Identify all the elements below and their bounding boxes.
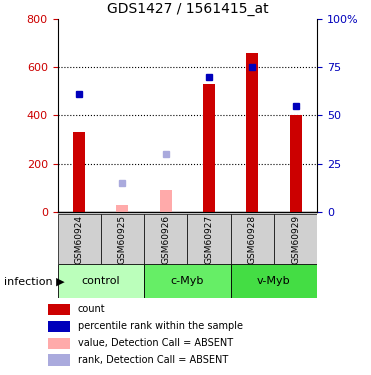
- Text: GSM60925: GSM60925: [118, 214, 127, 264]
- Text: percentile rank within the sample: percentile rank within the sample: [78, 321, 243, 331]
- Bar: [246, 53, 258, 212]
- Text: GSM60928: GSM60928: [248, 214, 257, 264]
- Bar: [160, 190, 172, 212]
- Bar: [231, 264, 317, 298]
- Text: infection ▶: infection ▶: [4, 276, 64, 286]
- Text: count: count: [78, 304, 105, 314]
- Bar: [101, 214, 144, 264]
- Text: GSM60927: GSM60927: [204, 214, 213, 264]
- Bar: [289, 116, 302, 212]
- Bar: [116, 205, 128, 212]
- Text: GSM60924: GSM60924: [75, 214, 83, 264]
- Bar: [144, 264, 231, 298]
- Text: rank, Detection Call = ABSENT: rank, Detection Call = ABSENT: [78, 355, 228, 365]
- Bar: [203, 84, 215, 212]
- Bar: [274, 214, 317, 264]
- Bar: [58, 264, 144, 298]
- Text: v-Myb: v-Myb: [257, 276, 291, 286]
- Text: GSM60926: GSM60926: [161, 214, 170, 264]
- Bar: [58, 214, 101, 264]
- Bar: [73, 132, 85, 212]
- Text: c-Myb: c-Myb: [171, 276, 204, 286]
- Text: GSM60929: GSM60929: [291, 214, 300, 264]
- Text: control: control: [82, 276, 120, 286]
- Bar: [144, 214, 187, 264]
- Bar: [231, 214, 274, 264]
- Bar: [187, 214, 231, 264]
- Text: value, Detection Call = ABSENT: value, Detection Call = ABSENT: [78, 338, 233, 348]
- Title: GDS1427 / 1561415_at: GDS1427 / 1561415_at: [106, 2, 268, 16]
